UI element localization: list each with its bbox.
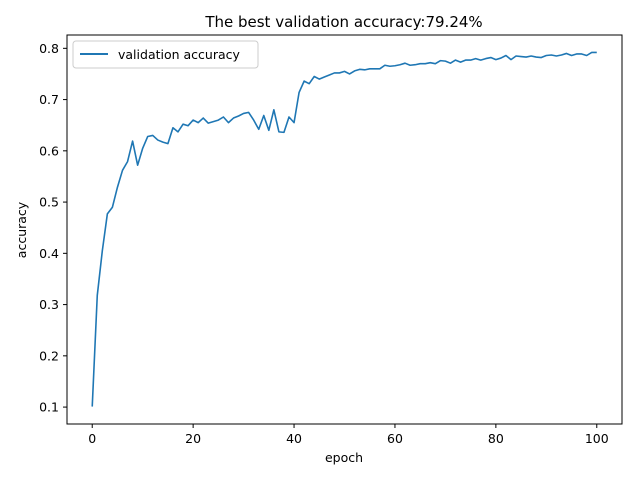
x-tick-label: 0 [88, 431, 96, 446]
x-tick-label: 40 [286, 431, 302, 446]
chart-title: The best validation accuracy:79.24% [204, 13, 482, 31]
y-tick-label: 0.5 [39, 195, 59, 210]
legend: validation accuracy [72, 40, 259, 69]
x-tick-label: 20 [185, 431, 201, 446]
y-tick-label: 0.3 [39, 297, 59, 312]
plot-area [91, 51, 597, 407]
y-tick-label: 0.1 [39, 400, 59, 415]
plot-frame [66, 34, 623, 425]
legend-label: validation accuracy [118, 47, 241, 62]
y-tick-label: 0.6 [39, 143, 59, 158]
y-axis-label: accuracy [14, 201, 29, 258]
x-axis: 0 20 40 60 80 100 [88, 424, 609, 446]
x-axis-label: epoch [325, 450, 363, 465]
x-tick-label: 60 [387, 431, 403, 446]
y-tick-label: 0.7 [39, 92, 59, 107]
y-axis: 0.1 0.2 0.3 0.4 0.5 0.6 0.7 0.8 [39, 41, 67, 415]
x-tick-label: 100 [585, 431, 609, 446]
y-tick-label: 0.4 [39, 246, 59, 261]
series-line-validation-accuracy [91, 51, 597, 407]
y-tick-label: 0.2 [39, 348, 59, 363]
x-tick-label: 80 [488, 431, 504, 446]
legend-box [72, 40, 259, 69]
y-tick-label: 0.8 [39, 41, 59, 56]
